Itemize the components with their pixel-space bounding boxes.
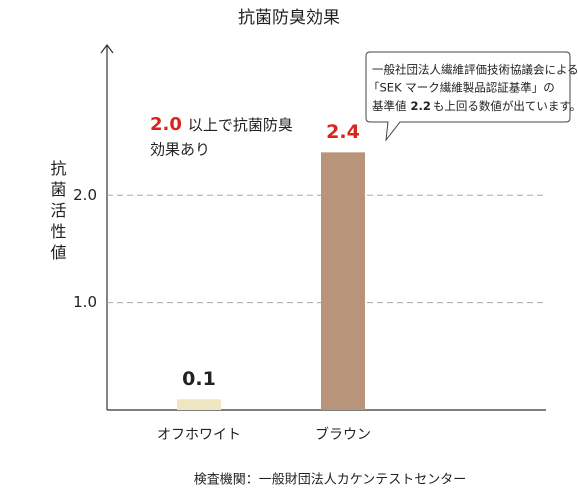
callout-text: も上回る数値が出ています。 [433,99,578,113]
y-axis-label: 抗菌活性値 [48,160,67,265]
bar [321,152,365,410]
chart-title: 抗菌防臭効果 [238,8,340,28]
y-axis [100,44,114,410]
x-tick-label: オフホワイト [157,427,241,443]
bar [177,399,221,410]
callout-line: 基準値 2.2 も上回る数値が出ています。 [372,99,578,113]
y-tick-label: 1.0 [73,293,97,311]
callout-box [365,51,571,142]
annotation-highlight: 2.0 [150,114,182,135]
footer: 検査機関：一般財団法人カケンテストセンター [194,472,467,488]
callout-line: 一般社団法人繊維評価技術協議会による [372,63,578,77]
annotation: 2.0 以上で抗菌防臭 [150,114,293,135]
value-label: 2.4 [326,121,360,143]
callout-bold: 2.2 [411,99,431,113]
value-label: 0.1 [182,368,216,390]
y-tick-label: 2.0 [73,186,97,204]
x-tick-label: ブラウン [315,426,371,443]
annotation-line: 効果あり [150,141,210,159]
callout-line: 「SEK マーク繊維製品認証基準」の [368,81,555,95]
annotation-line: 以上で抗菌防臭 [188,116,293,134]
callout-text: 基準値 [372,99,407,113]
